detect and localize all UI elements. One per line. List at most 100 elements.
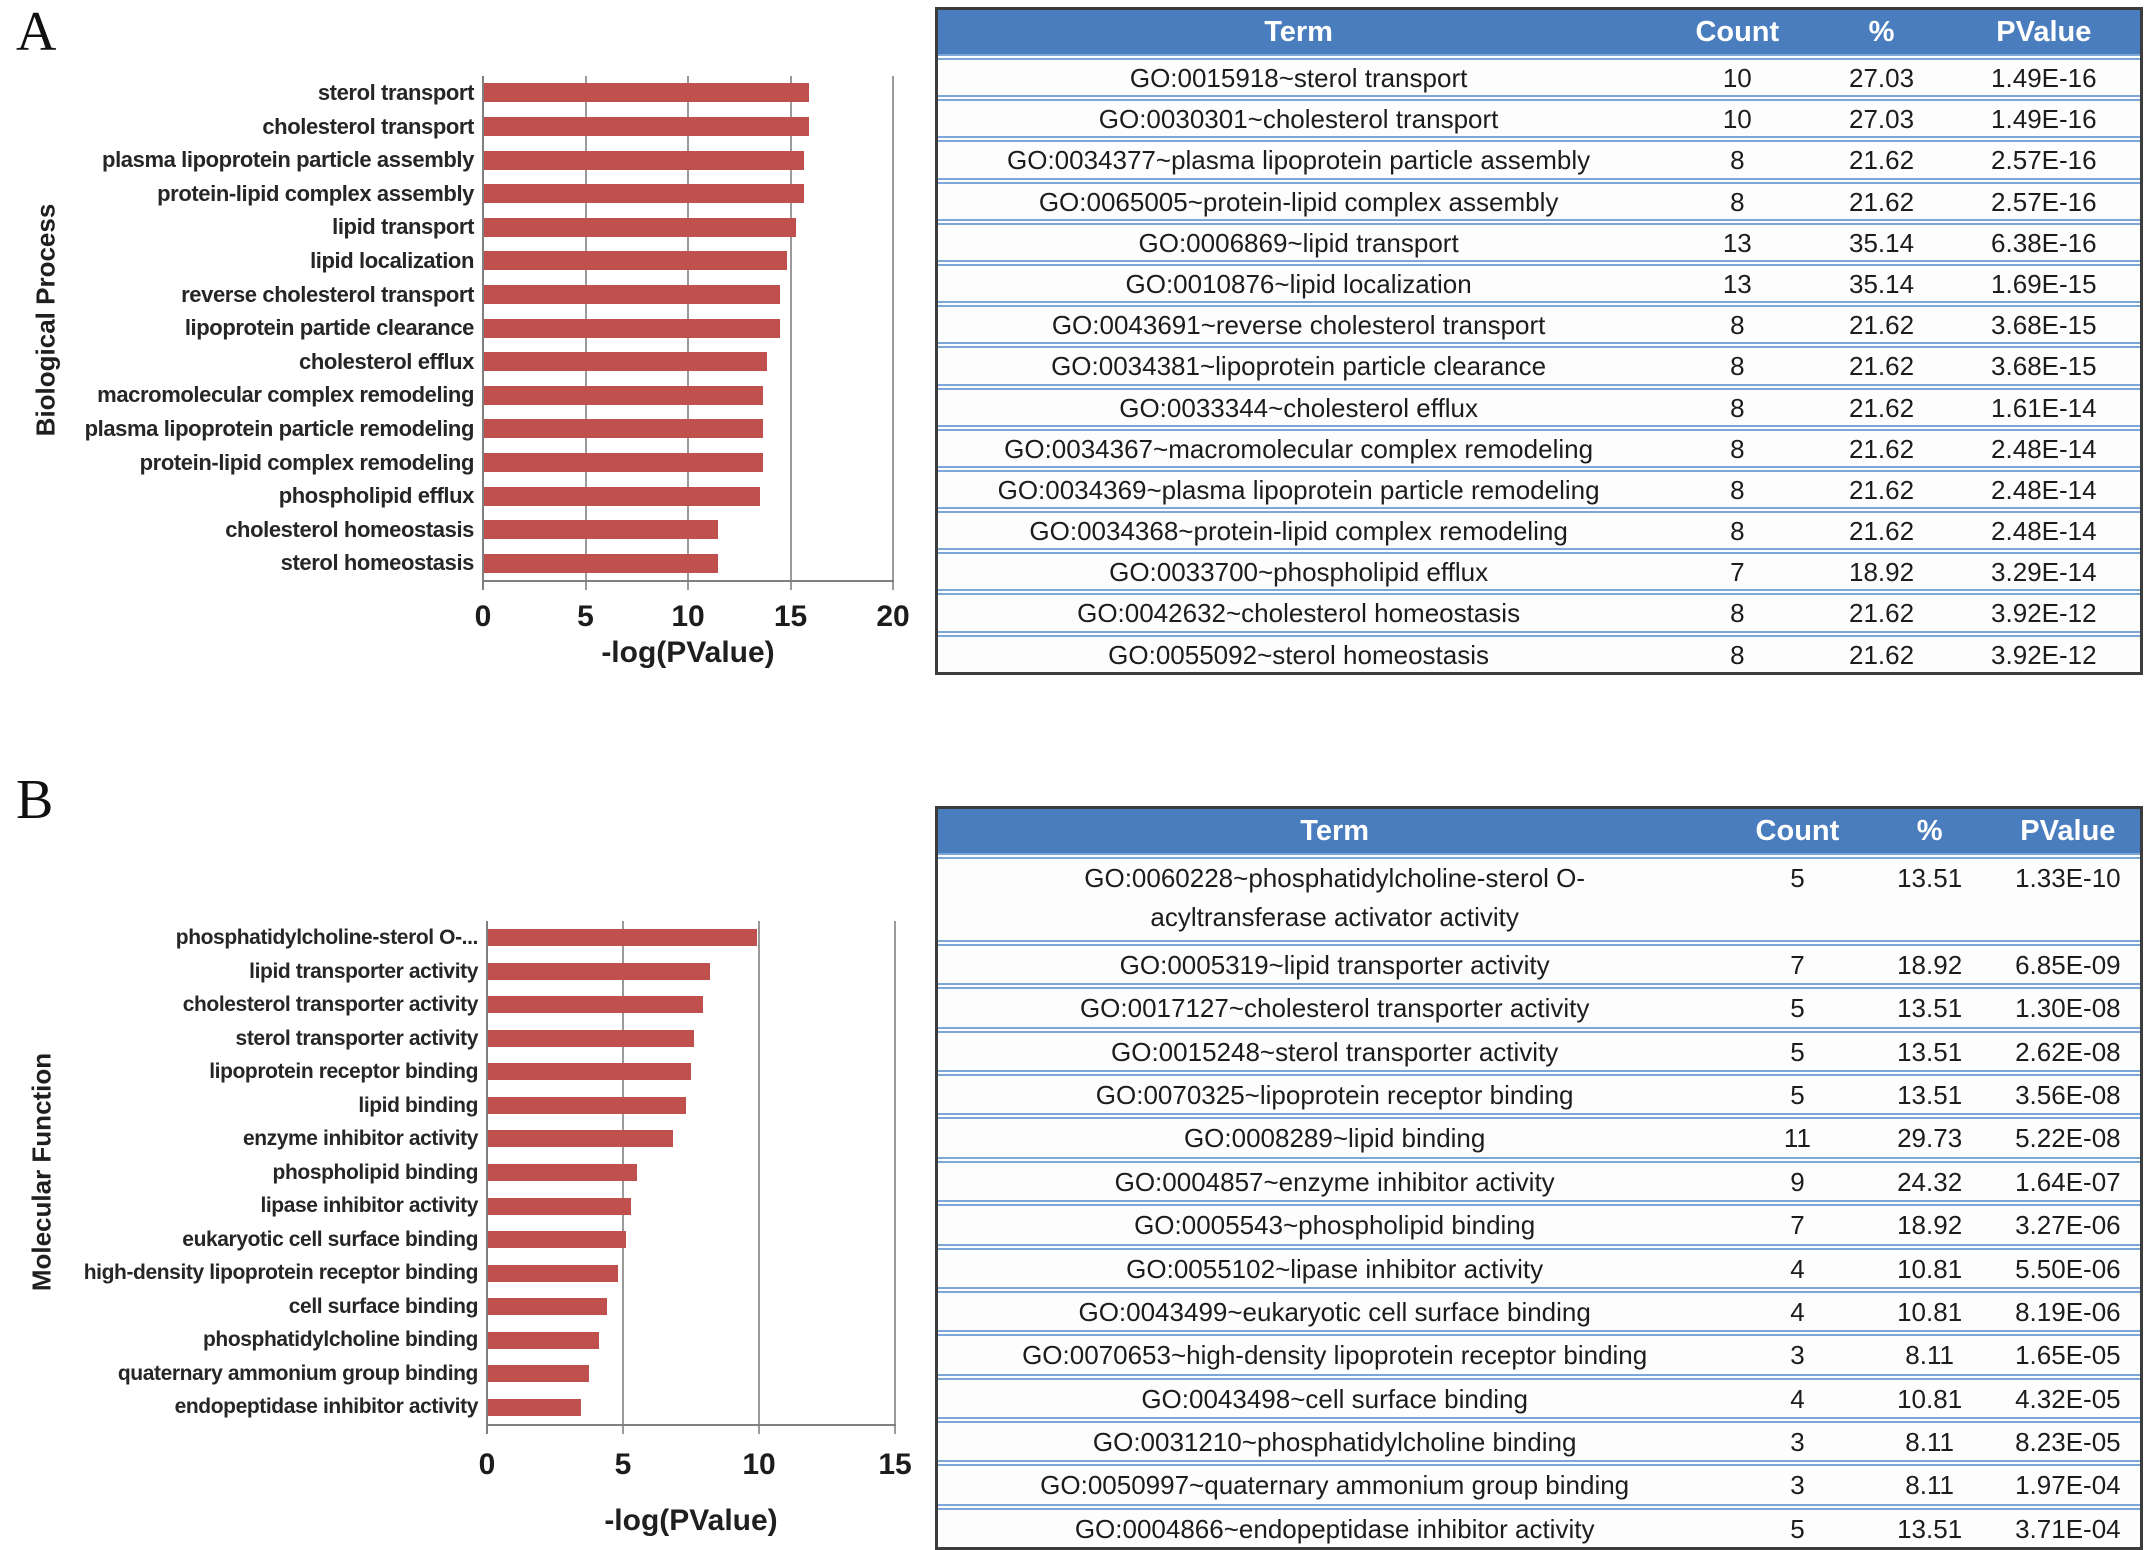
pvalue-cell: 3.56E-08 bbox=[2015, 1079, 2121, 1110]
category-label: lipid binding bbox=[358, 1093, 478, 1117]
bar bbox=[488, 1231, 627, 1249]
term-cell: GO:0065005~protein-lipid complex assembl… bbox=[1038, 186, 1559, 217]
bar bbox=[484, 217, 796, 237]
term-cell: GO:0033700~phospholipid efflux bbox=[1109, 557, 1489, 588]
pvalue-cell: 1.49E-16 bbox=[1991, 63, 2097, 93]
percent-cell: 10.81 bbox=[1897, 1253, 1963, 1284]
table-row: GO:0030301~cholesterol transport 10 27.03 1… bbox=[938, 95, 2140, 137]
table-row: GO:0043691~reverse cholesterol transport… bbox=[938, 301, 2140, 343]
category-label: cholesterol efflux bbox=[299, 348, 474, 374]
count-cell: 7 bbox=[1790, 949, 1805, 980]
count-cell: 3 bbox=[1790, 1470, 1805, 1501]
gridline bbox=[894, 921, 896, 1434]
term-cell: GO:0005543~phospholipid binding bbox=[1134, 1210, 1536, 1241]
bar bbox=[488, 1029, 695, 1047]
category-label: lipoprotein partide clearance bbox=[184, 315, 475, 341]
category-label: plasma lipoprotein particle assembly bbox=[102, 147, 474, 173]
table-row: GO:0006869~lipid transport 13 35.14 6.38E-1… bbox=[938, 218, 2140, 260]
count-cell: 13 bbox=[1722, 268, 1752, 299]
pvalue-cell: 2.62E-08 bbox=[2015, 1036, 2121, 1067]
x-tick-label: 5 bbox=[614, 1448, 632, 1481]
term-cell: GO:0070325~lipoprotein receptor binding bbox=[1095, 1079, 1574, 1110]
category-label: phospholipid binding bbox=[272, 1160, 479, 1184]
bar bbox=[484, 520, 718, 540]
count-cell: 7 bbox=[1790, 1210, 1805, 1241]
percent-cell: 10.81 bbox=[1897, 1383, 1963, 1414]
table-row: GO:0004866~endopeptidase inhibitor activ… bbox=[938, 1503, 2140, 1548]
table-row: GO:0005543~phospholipid binding 7 18.92 3.2… bbox=[938, 1200, 2140, 1244]
percent-cell: 10.81 bbox=[1897, 1296, 1963, 1327]
x-tick-label: 20 bbox=[876, 600, 910, 633]
category-label: endopeptidase inhibitor activity bbox=[174, 1395, 479, 1419]
bar bbox=[484, 486, 761, 506]
count-cell: 4 bbox=[1790, 1296, 1805, 1327]
count-cell: 8 bbox=[1730, 186, 1745, 217]
count-cell: 7 bbox=[1730, 557, 1745, 588]
bar bbox=[484, 184, 804, 204]
category-label: macromolecular complex remodeling bbox=[97, 382, 474, 408]
x-tick-label: 10 bbox=[671, 600, 705, 633]
count-cell: 8 bbox=[1730, 351, 1745, 382]
bar bbox=[488, 1298, 607, 1316]
term-cell: GO:0004857~enzyme inhibitor activity bbox=[1114, 1166, 1555, 1197]
pvalue-cell: 1.65E-05 bbox=[2015, 1340, 2121, 1371]
count-cell: 4 bbox=[1790, 1253, 1805, 1284]
x-tick-label: 10 bbox=[742, 1448, 776, 1481]
percent-cell: 21.62 bbox=[1849, 351, 1915, 382]
table-row: GO:0043498~cell surface binding 4 10.81 4.3… bbox=[938, 1373, 2140, 1418]
go-table-molecular-function: Term Count% PValue GO:0060228~phosphatidylc… bbox=[935, 806, 2143, 1550]
panel-a-label: A bbox=[16, 1, 57, 63]
category-label: plasma lipoprotein particle remodeling bbox=[84, 416, 475, 441]
count-cell: 8 bbox=[1730, 392, 1745, 423]
category-label: cell surface binding bbox=[288, 1294, 479, 1318]
pvalue-cell: 1.61E-14 bbox=[1991, 392, 2097, 423]
table-row: GO:0005319~lipid transporter activity 7 18… bbox=[938, 939, 2140, 984]
category-label: cholesterol transporter activity bbox=[182, 993, 479, 1017]
bar bbox=[484, 385, 763, 405]
percent-cell: 13.51 bbox=[1897, 993, 1963, 1024]
percent-cell: 27.03 bbox=[1849, 104, 1915, 135]
term-cell: GO:0055102~lipase inhibitor activity bbox=[1126, 1253, 1544, 1284]
category-label: eukaryotic cell surface binding bbox=[182, 1227, 478, 1251]
panel-b-label: B bbox=[16, 769, 54, 831]
bar bbox=[488, 1365, 589, 1383]
table-row: GO:0033344~cholesterol efflux 8 21.62 1.61E… bbox=[938, 383, 2140, 425]
table-row: GO:0034367~macromolecular complex remode… bbox=[938, 424, 2140, 466]
bar bbox=[488, 1164, 638, 1181]
category-label: high-density lipoprotein receptor bindin… bbox=[83, 1261, 479, 1285]
table-row: GO:0065005~protein-lipid complex assembl… bbox=[938, 177, 2140, 219]
pvalue-cell: 1.64E-07 bbox=[2015, 1166, 2121, 1197]
count-cell: 9 bbox=[1790, 1166, 1805, 1197]
term-cell: GO:0005319~lipid transporter activity bbox=[1119, 949, 1550, 980]
header-cell: Count bbox=[1695, 15, 1780, 48]
term-cell: GO:0034368~protein-lipid complex remodel… bbox=[1029, 516, 1568, 547]
percent-cell: 21.62 bbox=[1849, 186, 1915, 217]
bar bbox=[484, 318, 780, 338]
percent-cell: 35.14 bbox=[1849, 268, 1915, 299]
percent-cell: 29.73 bbox=[1897, 1123, 1963, 1154]
category-label: lipid localization bbox=[310, 248, 474, 273]
pvalue-cell: 2.57E-16 bbox=[1991, 186, 2097, 217]
gridline bbox=[789, 76, 792, 590]
pvalue-cell: 1.49E-16 bbox=[1991, 104, 2097, 135]
category-label: lipase inhibitor activity bbox=[260, 1194, 478, 1218]
category-label: lipid transporter activity bbox=[249, 959, 478, 983]
percent-cell: 27.03 bbox=[1849, 63, 1915, 93]
term-cell: GO:0055092~sterol homeostasis bbox=[1108, 639, 1490, 670]
x-axis-line bbox=[486, 1424, 896, 1426]
count-cell: 5 bbox=[1790, 863, 1805, 893]
table-row: GO:0055092~sterol homeostasis 8 21.62 3.92E… bbox=[938, 630, 2140, 672]
bar bbox=[488, 962, 710, 980]
pvalue-cell: 8.19E-06 bbox=[2015, 1296, 2121, 1327]
bar bbox=[484, 452, 763, 472]
table-header-row: Term Count% PValue bbox=[938, 809, 2140, 853]
term-cell: GO:0010876~lipid localization bbox=[1125, 268, 1472, 299]
percent-cell: 18.92 bbox=[1897, 949, 1963, 980]
count-cell: 10 bbox=[1722, 104, 1752, 135]
term-cell: GO:0015248~sterol transporter activity bbox=[1111, 1036, 1559, 1067]
term-cell: GO:0031210~phosphatidylcholine binding bbox=[1092, 1427, 1577, 1458]
term-cell: GO:0043691~reverse cholesterol transport bbox=[1051, 310, 1546, 341]
table-header-row: Term Count% PValue bbox=[938, 10, 2140, 54]
header-cell: % bbox=[1868, 15, 1895, 48]
